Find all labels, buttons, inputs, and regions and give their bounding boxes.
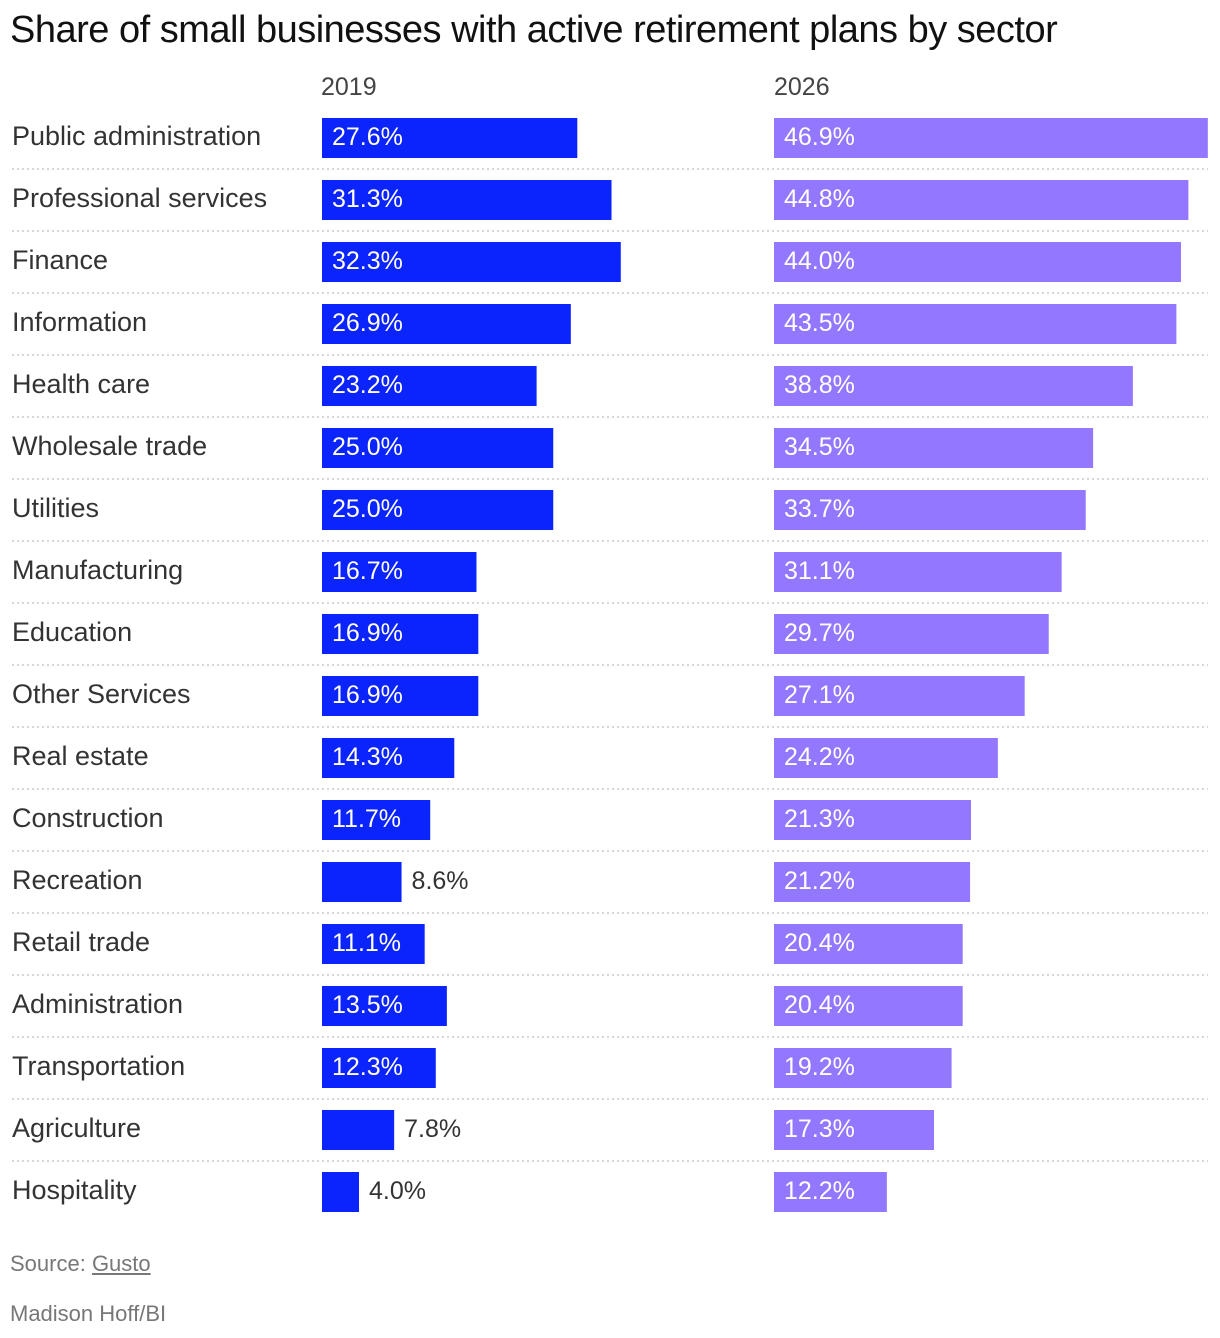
column-header-2026: 2026 [774, 73, 830, 101]
data-label-2019: 13.5% [332, 991, 403, 1019]
data-label-2019: 23.2% [332, 371, 403, 399]
bar-2026 [774, 986, 963, 1026]
source-prefix: Source: [10, 1251, 92, 1276]
bar-2026 [774, 1110, 935, 1150]
data-label-2026: 44.8% [784, 185, 855, 213]
data-label-2026: 27.1% [784, 681, 855, 709]
bar-2019 [322, 738, 455, 778]
data-label-2026: 38.8% [784, 371, 855, 399]
bar-2026 [774, 118, 1208, 158]
column-header-2019: 2019 [321, 73, 377, 101]
category-label: Utilities [12, 493, 99, 523]
data-label-2019: 25.0% [332, 495, 403, 523]
bar-2026 [774, 738, 998, 778]
bar-2026 [774, 490, 1086, 530]
bar-2019 [322, 676, 479, 716]
data-label-2026: 43.5% [784, 309, 855, 337]
bar-2019 [322, 1048, 436, 1088]
data-label-2019: 32.3% [332, 247, 403, 275]
bar-2019 [322, 180, 612, 220]
bar-2019 [322, 1110, 395, 1150]
bar-2026 [774, 304, 1177, 344]
category-label: Hospitality [12, 1175, 137, 1205]
data-label-2026: 17.3% [784, 1115, 855, 1143]
bar-2019 [322, 490, 554, 530]
category-label: Agriculture [12, 1113, 141, 1143]
data-label-2026: 21.2% [784, 867, 855, 895]
data-label-2026: 21.3% [784, 805, 855, 833]
data-label-2026: 29.7% [784, 619, 855, 647]
bar-2026 [774, 924, 963, 964]
data-label-2026: 44.0% [784, 247, 855, 275]
bar-2026 [774, 676, 1025, 716]
source-link[interactable]: Gusto [91, 1251, 151, 1276]
category-label: Real estate [12, 741, 149, 771]
category-label: Manufacturing [12, 555, 183, 585]
category-label: Information [12, 307, 147, 337]
bar-2019 [322, 366, 537, 406]
bar-2019 [322, 800, 431, 840]
bar-2026 [774, 180, 1189, 220]
data-label-2019: 16.9% [332, 681, 403, 709]
category-label: Wholesale trade [12, 431, 207, 461]
bar-2019 [322, 304, 571, 344]
bar-2026 [774, 428, 1094, 468]
bar-2019 [322, 118, 578, 158]
bar-2026 [774, 242, 1181, 282]
data-label-2019: 4.0% [369, 1177, 426, 1205]
data-label-2019: 12.3% [332, 1053, 403, 1081]
data-label-2019: 25.0% [332, 433, 403, 461]
source-note: Source: Gusto [10, 1250, 151, 1278]
data-label-2019: 11.7% [332, 805, 401, 833]
category-label: Construction [12, 803, 164, 833]
data-label-2019: 11.1% [332, 929, 401, 957]
data-label-2026: 31.1% [784, 557, 855, 585]
category-label: Health care [12, 369, 150, 399]
bar-2026 [774, 1172, 887, 1212]
category-label: Retail trade [12, 927, 150, 957]
bar-2026 [774, 862, 971, 902]
data-label-2019: 16.7% [332, 557, 403, 585]
data-label-2019: 26.9% [332, 309, 403, 337]
data-label-2026: 24.2% [784, 743, 855, 771]
category-label: Transportation [12, 1051, 185, 1081]
data-label-2026: 34.5% [784, 433, 855, 461]
data-label-2026: 20.4% [784, 991, 855, 1019]
bar-2026 [774, 552, 1062, 592]
data-label-2026: 12.2% [784, 1177, 855, 1205]
bar-2019 [322, 614, 479, 654]
bar-2019 [322, 428, 554, 468]
bar-2019 [322, 862, 402, 902]
bar-2019 [322, 552, 477, 592]
bar-2019 [322, 924, 425, 964]
data-label-2026: 46.9% [784, 123, 855, 151]
bar-2019 [322, 242, 621, 282]
bar-2026 [774, 366, 1133, 406]
data-label-2026: 20.4% [784, 929, 855, 957]
data-label-2019: 8.6% [412, 867, 469, 895]
category-label: Other Services [12, 679, 191, 709]
data-label-2019: 7.8% [404, 1115, 461, 1143]
category-label: Professional services [12, 183, 267, 213]
data-label-2026: 19.2% [784, 1053, 855, 1081]
data-label-2019: 16.9% [332, 619, 403, 647]
category-label: Finance [12, 245, 108, 275]
bar-2026 [774, 1048, 952, 1088]
category-label: Education [12, 617, 132, 647]
category-label: Recreation [12, 865, 143, 895]
credit-line: Madison Hoff/BI [10, 1301, 167, 1326]
data-label-2019: 31.3% [332, 185, 403, 213]
data-label-2026: 33.7% [784, 495, 855, 523]
bar-2026 [774, 614, 1049, 654]
bar-2019 [322, 1172, 359, 1212]
bar-2026 [774, 800, 972, 840]
bar-chart: Public administration 27.6% 46.9% Professio… [12, 118, 1208, 1212]
category-label: Public administration [12, 121, 261, 151]
data-label-2019: 27.6% [332, 123, 403, 151]
category-label: Administration [12, 989, 183, 1019]
chart-title: Share of small businesses with active re… [10, 9, 1058, 51]
bar-2019 [322, 986, 447, 1026]
data-label-2019: 14.3% [332, 743, 403, 771]
